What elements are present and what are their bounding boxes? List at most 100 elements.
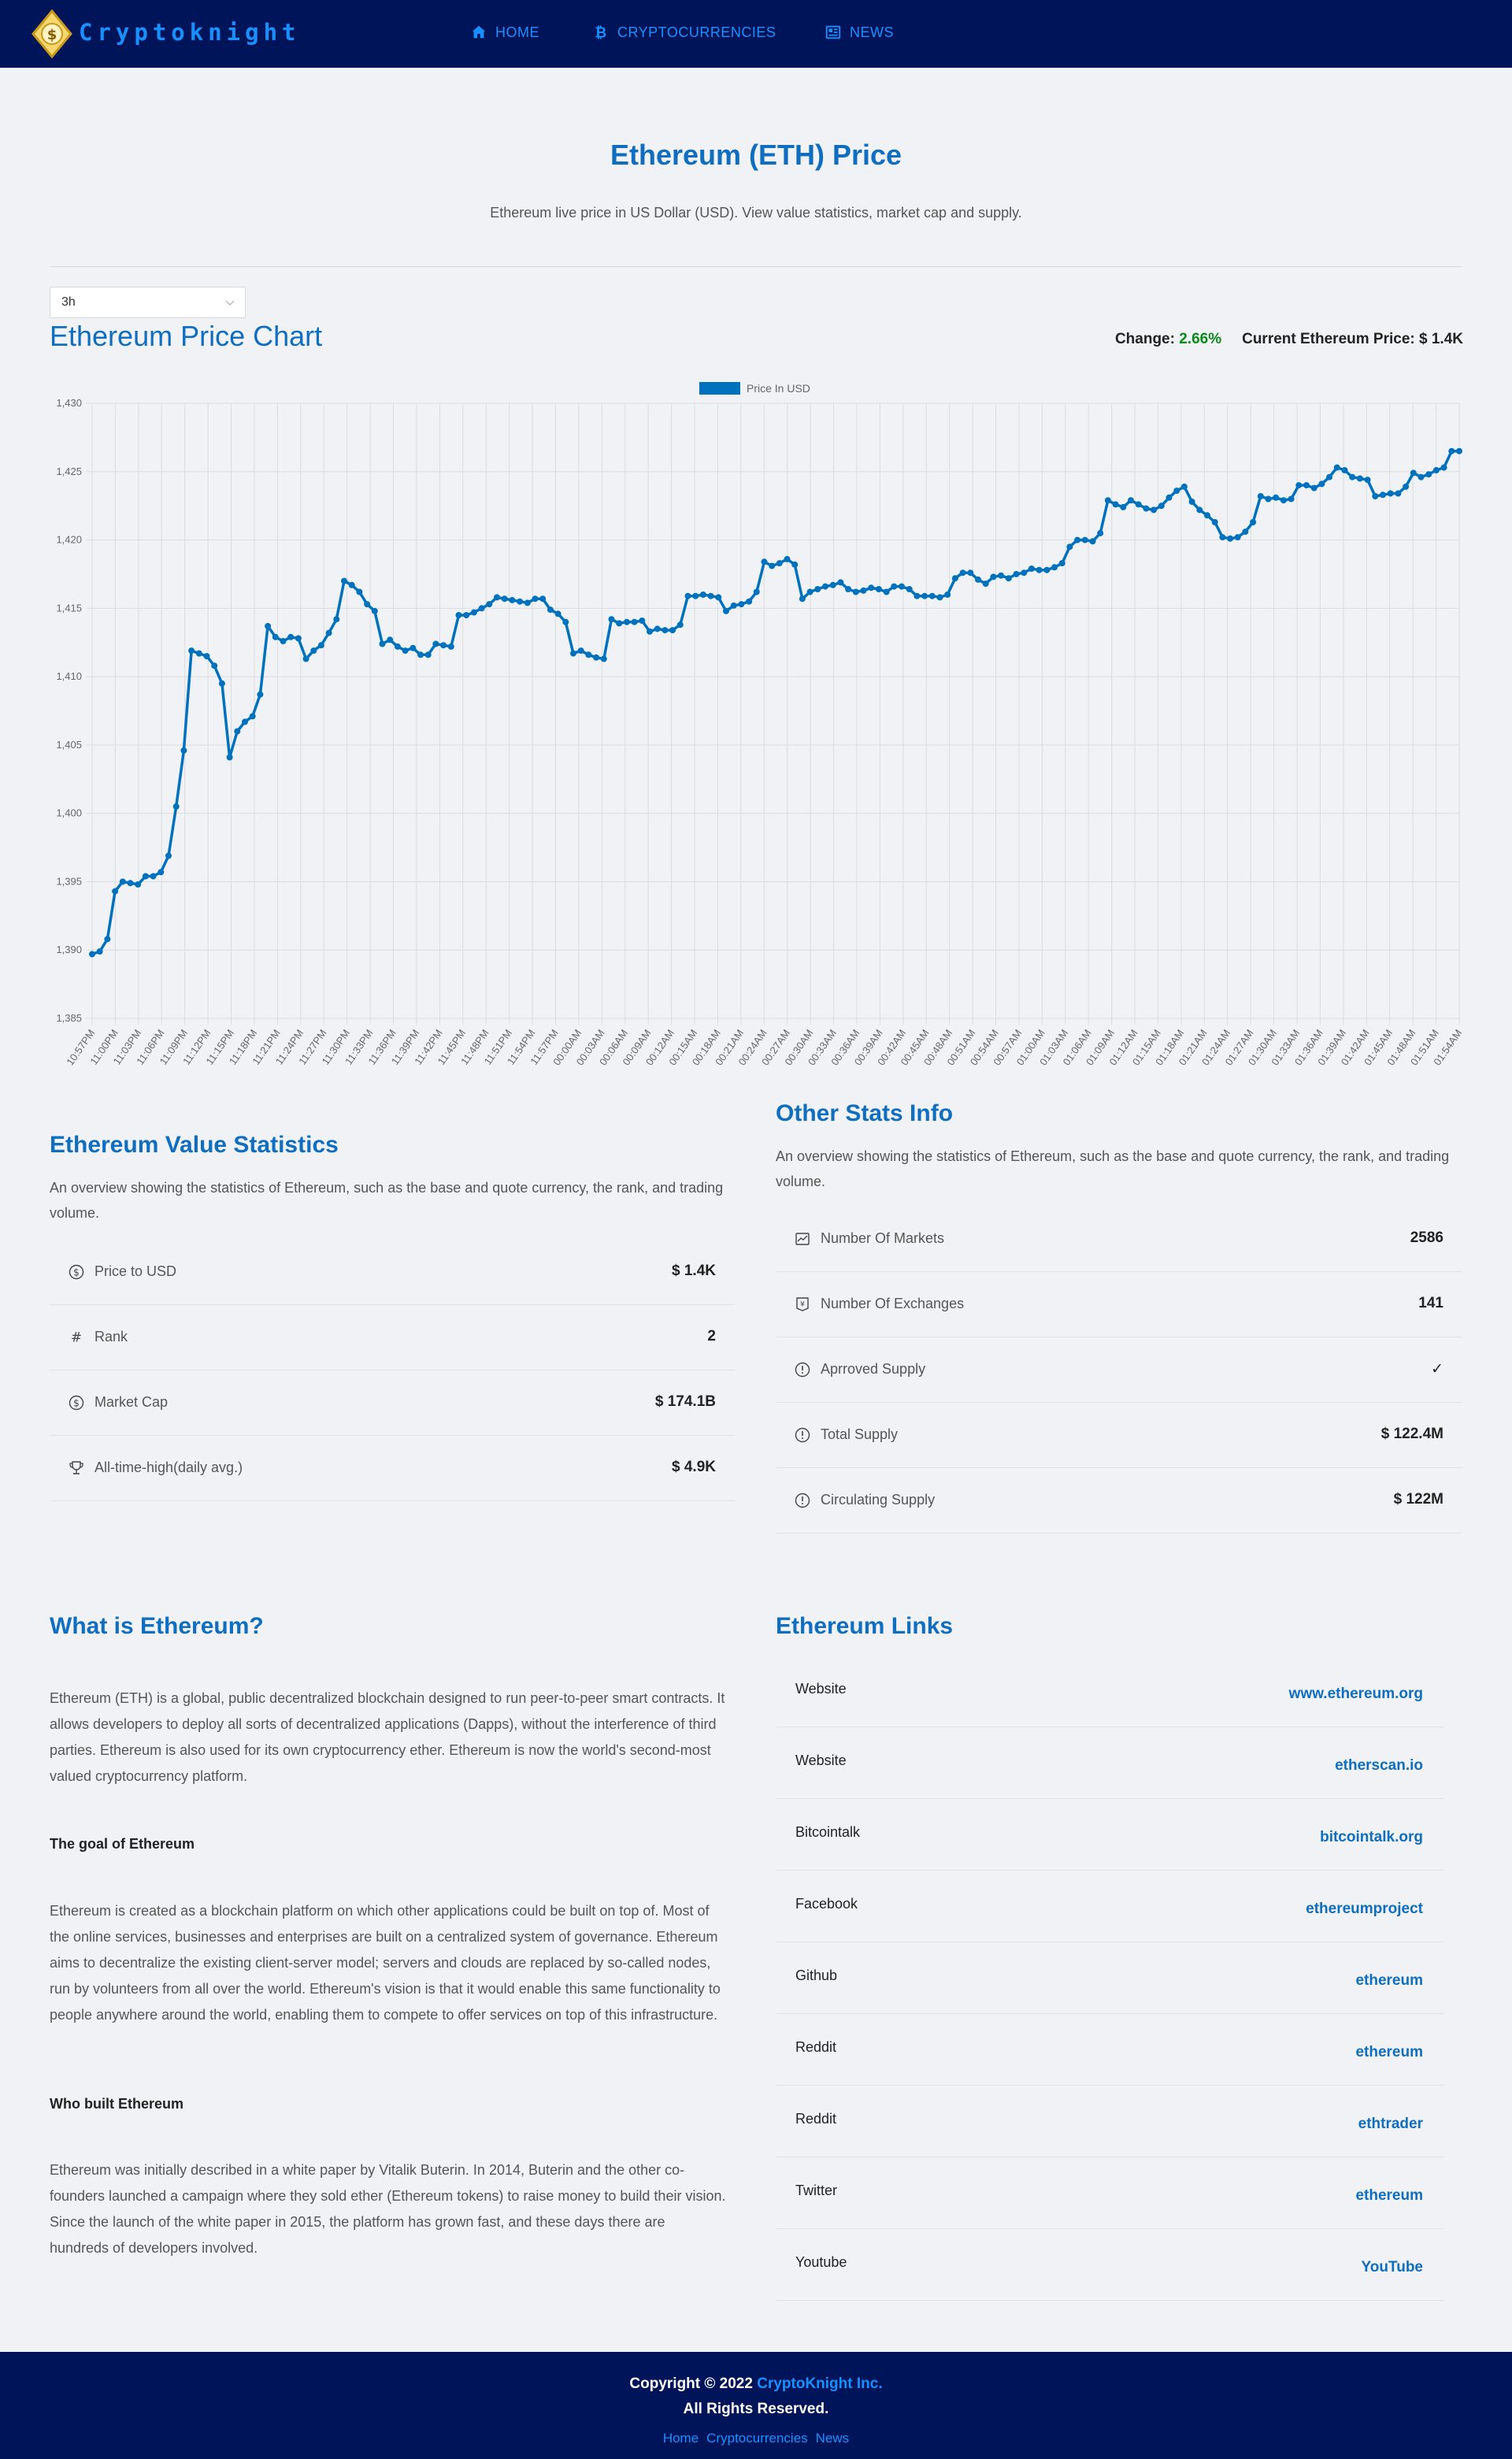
home-icon	[472, 25, 486, 39]
footer-link-home[interactable]: Home	[662, 2431, 699, 2446]
link-value[interactable]: etherscan.io	[1335, 1757, 1423, 1774]
stat-row-price: $ Price to USD $ 1.4K	[50, 1240, 735, 1305]
price-point	[1219, 534, 1226, 541]
price-point	[348, 581, 355, 588]
footer-brand-link[interactable]: CryptoKnight Inc.	[757, 2376, 883, 2392]
price-point	[936, 594, 943, 601]
svg-text:$: $	[73, 1398, 80, 1409]
price-point	[440, 642, 447, 649]
link-value[interactable]: ethtrader	[1358, 2116, 1423, 2132]
nav-home[interactable]: HOME	[470, 24, 539, 41]
price-point	[455, 612, 462, 618]
link-row: Facebook ethereumproject	[776, 1871, 1443, 1942]
price-point	[1089, 538, 1096, 545]
price-point	[356, 588, 363, 595]
price-point	[104, 936, 111, 943]
dollar-circle-icon: $	[69, 1395, 84, 1411]
price-point	[1196, 506, 1203, 514]
price-series-line	[91, 449, 1459, 956]
price-point	[806, 588, 813, 595]
price-point	[1097, 529, 1104, 536]
y-tick-label: 1,420	[56, 534, 82, 546]
price-point	[280, 638, 287, 644]
stat-label: Market Cap	[94, 1394, 169, 1410]
y-tick-label: 1,405	[56, 739, 82, 751]
price-point	[1234, 534, 1241, 541]
price-point	[317, 642, 324, 649]
price-point	[1410, 469, 1417, 477]
links-title: Ethereum Links	[776, 1613, 954, 1639]
link-value[interactable]: bitcointalk.org	[1320, 1829, 1423, 1845]
price-point	[424, 651, 432, 658]
chart-title: Ethereum Price Chart	[50, 320, 323, 352]
price-point	[662, 627, 669, 634]
footer-link-cryptocurrencies[interactable]: Cryptocurrencies	[706, 2431, 808, 2446]
price-point	[1425, 471, 1432, 478]
price-point	[1128, 497, 1134, 504]
stat-row-markets: Number Of Markets 2586	[776, 1207, 1462, 1272]
price-point	[1265, 495, 1272, 503]
y-tick-label: 1,425	[56, 465, 82, 477]
svg-text:#: #	[71, 1330, 82, 1346]
svg-text:$: $	[47, 27, 57, 43]
stat-value: $ 4.9K	[672, 1459, 716, 1475]
price-point	[478, 605, 485, 612]
price-point	[684, 592, 691, 599]
price-point	[883, 588, 890, 595]
link-value[interactable]: www.ethereum.org	[1288, 1686, 1423, 1702]
price-point	[692, 592, 699, 599]
price-point	[577, 647, 584, 655]
stat-row-market-cap: $ Market Cap $ 174.1B	[50, 1370, 735, 1436]
link-label: Github	[795, 1968, 838, 1983]
y-tick-label: 1,395	[56, 875, 82, 887]
price-point	[1013, 570, 1020, 577]
price-point	[1341, 467, 1348, 473]
price-point	[562, 618, 569, 625]
link-value[interactable]: ethereumproject	[1306, 1901, 1423, 1917]
link-value[interactable]: ethereum	[1355, 2044, 1423, 2060]
link-value[interactable]: ethereum	[1355, 1972, 1423, 1989]
hash-icon: #	[71, 1330, 82, 1346]
price-point	[1043, 566, 1051, 573]
logo-icon[interactable]: $	[30, 9, 74, 58]
price-point	[761, 558, 768, 566]
current-price-stat: Current Ethereum Price: $ 1.4K	[1242, 331, 1463, 348]
link-value[interactable]: YouTube	[1361, 2259, 1423, 2275]
price-point	[89, 951, 95, 958]
price-point	[829, 581, 836, 588]
price-point	[1005, 575, 1012, 582]
price-point	[1104, 497, 1111, 504]
nav-home-label: HOME	[495, 24, 539, 40]
y-tick-label: 1,385	[56, 1012, 82, 1024]
price-point	[394, 643, 401, 650]
price-point	[631, 618, 638, 625]
price-point	[799, 595, 806, 603]
price-point	[165, 852, 172, 859]
price-point	[333, 616, 340, 623]
link-value[interactable]: ethereum	[1355, 2187, 1423, 2204]
price-point	[1188, 499, 1195, 505]
price-point	[738, 601, 745, 608]
brand-name[interactable]: Cryptoknight	[79, 19, 301, 46]
stat-label: Number Of Markets	[821, 1230, 945, 1246]
nav-cryptocurrencies[interactable]: ₿ CRYPTOCURRENCIES	[592, 24, 776, 42]
price-point	[1295, 482, 1303, 489]
price-point	[188, 647, 195, 655]
price-point	[1372, 493, 1379, 499]
price-point	[769, 562, 776, 569]
timeframe-select[interactable]: 3h	[50, 287, 246, 318]
footer-link-news[interactable]: News	[815, 2431, 850, 2446]
price-point	[998, 572, 1005, 579]
stat-label: Total Supply	[821, 1426, 899, 1442]
price-point	[814, 586, 821, 592]
price-point	[287, 633, 295, 640]
price-point	[524, 599, 531, 606]
price-point	[921, 592, 928, 599]
check-icon: ✓	[1431, 1361, 1443, 1378]
price-point	[257, 691, 264, 698]
nav-news[interactable]: NEWS	[825, 24, 894, 41]
svg-text:$: $	[73, 1267, 80, 1278]
price-point	[593, 654, 600, 661]
price-point	[387, 636, 394, 643]
price-point	[1066, 543, 1073, 551]
